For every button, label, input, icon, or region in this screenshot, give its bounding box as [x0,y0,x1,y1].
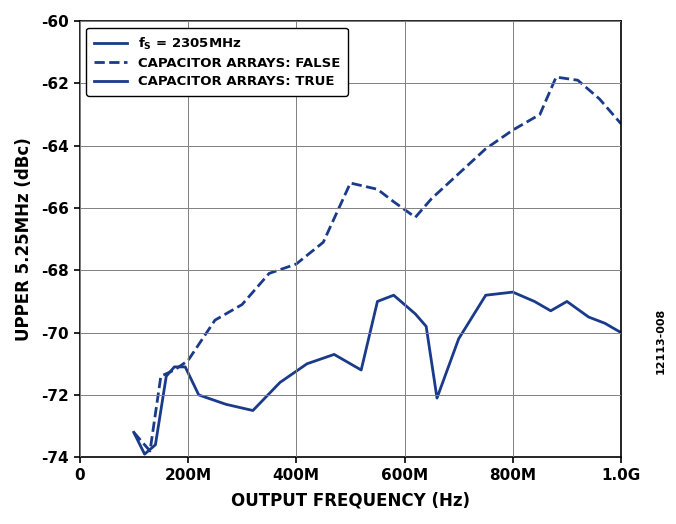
Y-axis label: UPPER 5.25MHz (dBc): UPPER 5.25MHz (dBc) [15,137,33,341]
CAPACITOR ARRAYS: TRUE: (6.4e+08, -69.8): TRUE: (6.4e+08, -69.8) [422,323,430,330]
Text: 12113-008: 12113-008 [656,308,666,374]
CAPACITOR ARRAYS: TRUE: (6.6e+08, -72.1): TRUE: (6.6e+08, -72.1) [433,395,441,401]
CAPACITOR ARRAYS: FALSE: (3.5e+08, -68.1): FALSE: (3.5e+08, -68.1) [265,270,273,277]
CAPACITOR ARRAYS: TRUE: (1e+09, -70): TRUE: (1e+09, -70) [617,330,625,336]
CAPACITOR ARRAYS: TRUE: (8.7e+08, -69.3): TRUE: (8.7e+08, -69.3) [547,308,555,314]
CAPACITOR ARRAYS: FALSE: (2.5e+08, -69.6): FALSE: (2.5e+08, -69.6) [211,317,219,323]
CAPACITOR ARRAYS: TRUE: (5.5e+08, -69): TRUE: (5.5e+08, -69) [373,298,381,304]
CAPACITOR ARRAYS: FALSE: (2e+08, -70.9): FALSE: (2e+08, -70.9) [184,357,192,364]
CAPACITOR ARRAYS: FALSE: (3e+08, -69.1): FALSE: (3e+08, -69.1) [238,301,246,308]
CAPACITOR ARRAYS: TRUE: (3.7e+08, -71.6): TRUE: (3.7e+08, -71.6) [276,379,284,386]
CAPACITOR ARRAYS: TRUE: (2.2e+08, -72): TRUE: (2.2e+08, -72) [195,392,203,398]
CAPACITOR ARRAYS: TRUE: (8.4e+08, -69): TRUE: (8.4e+08, -69) [531,298,539,304]
CAPACITOR ARRAYS: FALSE: (8.8e+08, -61.8): FALSE: (8.8e+08, -61.8) [552,74,560,80]
CAPACITOR ARRAYS: TRUE: (4.7e+08, -70.7): TRUE: (4.7e+08, -70.7) [330,351,338,357]
CAPACITOR ARRAYS: TRUE: (1e+08, -73.2): TRUE: (1e+08, -73.2) [130,429,138,435]
CAPACITOR ARRAYS: FALSE: (4.5e+08, -67.1): FALSE: (4.5e+08, -67.1) [319,239,327,245]
CAPACITOR ARRAYS: TRUE: (9.4e+08, -69.5): TRUE: (9.4e+08, -69.5) [585,314,593,320]
Line: CAPACITOR ARRAYS: FALSE: CAPACITOR ARRAYS: FALSE [134,77,621,451]
CAPACITOR ARRAYS: TRUE: (1.75e+08, -71.1): TRUE: (1.75e+08, -71.1) [170,364,178,370]
CAPACITOR ARRAYS: FALSE: (1.3e+08, -73.8): FALSE: (1.3e+08, -73.8) [146,448,154,454]
CAPACITOR ARRAYS: TRUE: (2.7e+08, -72.3): TRUE: (2.7e+08, -72.3) [222,401,230,408]
CAPACITOR ARRAYS: FALSE: (8e+08, -63.5): FALSE: (8e+08, -63.5) [509,127,517,133]
CAPACITOR ARRAYS: TRUE: (8e+08, -68.7): TRUE: (8e+08, -68.7) [509,289,517,295]
X-axis label: OUTPUT FREQUENCY (Hz): OUTPUT FREQUENCY (Hz) [231,491,470,509]
CAPACITOR ARRAYS: TRUE: (1.6e+08, -71.4): TRUE: (1.6e+08, -71.4) [162,373,170,379]
CAPACITOR ARRAYS: FALSE: (7e+08, -64.9): FALSE: (7e+08, -64.9) [454,170,462,177]
CAPACITOR ARRAYS: FALSE: (1e+08, -73.2): FALSE: (1e+08, -73.2) [130,429,138,435]
CAPACITOR ARRAYS: TRUE: (5.2e+08, -71.2): TRUE: (5.2e+08, -71.2) [357,367,365,373]
CAPACITOR ARRAYS: FALSE: (6.5e+08, -65.7): FALSE: (6.5e+08, -65.7) [427,195,435,202]
CAPACITOR ARRAYS: FALSE: (5.5e+08, -65.4): FALSE: (5.5e+08, -65.4) [373,186,381,192]
CAPACITOR ARRAYS: FALSE: (1.5e+08, -71.4): FALSE: (1.5e+08, -71.4) [157,373,165,379]
CAPACITOR ARRAYS: FALSE: (5.8e+08, -65.8): FALSE: (5.8e+08, -65.8) [389,199,397,205]
Legend: $\mathbf{f_S}$ = 2305MHz, CAPACITOR ARRAYS: FALSE, CAPACITOR ARRAYS: TRUE: $\mathbf{f_S}$ = 2305MHz, CAPACITOR ARRA… [87,28,348,96]
CAPACITOR ARRAYS: TRUE: (1.2e+08, -73.9): TRUE: (1.2e+08, -73.9) [141,451,149,457]
CAPACITOR ARRAYS: FALSE: (9.2e+08, -61.9): FALSE: (9.2e+08, -61.9) [574,77,582,83]
CAPACITOR ARRAYS: TRUE: (9e+08, -69): TRUE: (9e+08, -69) [563,298,571,304]
CAPACITOR ARRAYS: FALSE: (5e+08, -65.2): FALSE: (5e+08, -65.2) [346,180,354,186]
CAPACITOR ARRAYS: FALSE: (1.75e+08, -71.2): FALSE: (1.75e+08, -71.2) [170,367,178,373]
CAPACITOR ARRAYS: FALSE: (4e+08, -67.8): FALSE: (4e+08, -67.8) [292,261,300,267]
CAPACITOR ARRAYS: TRUE: (3.2e+08, -72.5): TRUE: (3.2e+08, -72.5) [249,407,257,413]
CAPACITOR ARRAYS: FALSE: (1e+09, -63.3): FALSE: (1e+09, -63.3) [617,121,625,127]
Line: CAPACITOR ARRAYS: TRUE: CAPACITOR ARRAYS: TRUE [134,292,621,454]
CAPACITOR ARRAYS: TRUE: (7.5e+08, -68.8): TRUE: (7.5e+08, -68.8) [482,292,490,298]
CAPACITOR ARRAYS: TRUE: (9.7e+08, -69.7): TRUE: (9.7e+08, -69.7) [601,320,609,326]
CAPACITOR ARRAYS: TRUE: (4.2e+08, -71): TRUE: (4.2e+08, -71) [303,361,311,367]
CAPACITOR ARRAYS: TRUE: (7e+08, -70.2): TRUE: (7e+08, -70.2) [454,336,462,342]
CAPACITOR ARRAYS: TRUE: (6.2e+08, -69.4): TRUE: (6.2e+08, -69.4) [411,311,419,317]
CAPACITOR ARRAYS: TRUE: (5.8e+08, -68.8): TRUE: (5.8e+08, -68.8) [389,292,397,298]
CAPACITOR ARRAYS: FALSE: (9.6e+08, -62.5): FALSE: (9.6e+08, -62.5) [596,96,604,102]
CAPACITOR ARRAYS: FALSE: (8.5e+08, -63): FALSE: (8.5e+08, -63) [536,111,544,117]
CAPACITOR ARRAYS: FALSE: (6.2e+08, -66.3): FALSE: (6.2e+08, -66.3) [411,214,419,221]
CAPACITOR ARRAYS: TRUE: (1.4e+08, -73.6): TRUE: (1.4e+08, -73.6) [151,442,160,448]
CAPACITOR ARRAYS: FALSE: (7.5e+08, -64.1): FALSE: (7.5e+08, -64.1) [482,146,490,152]
CAPACITOR ARRAYS: TRUE: (1.95e+08, -71.1): TRUE: (1.95e+08, -71.1) [181,364,189,370]
